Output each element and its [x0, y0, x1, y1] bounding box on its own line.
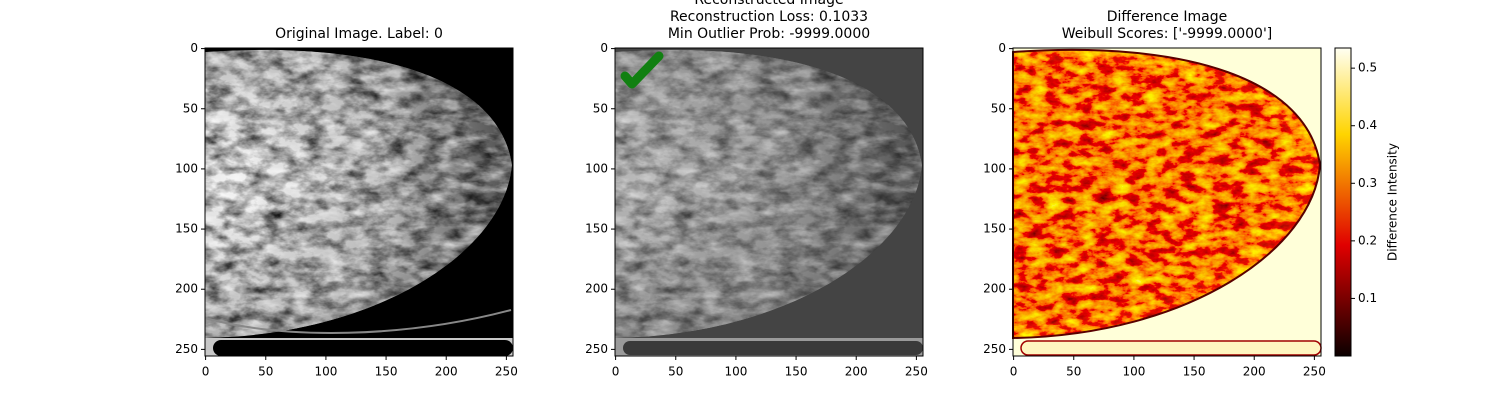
axes-frame	[204, 47, 514, 357]
x-tick-label: 200	[435, 365, 458, 379]
x-tick-label: 150	[785, 365, 808, 379]
x-tick-label: 0	[202, 365, 210, 379]
chart-title: Reconstructed Image	[694, 0, 843, 8]
axes-frame	[1012, 47, 1322, 357]
x-tick-label: 200	[1243, 365, 1266, 379]
colorbar-tick-label: 0.4	[1358, 118, 1377, 132]
x-tick-label: 100	[1122, 365, 1145, 379]
y-tick-label: 50	[183, 101, 198, 115]
chart-title: Weibull Scores: ['-9999.0000']	[1062, 26, 1273, 42]
y-tick-label: 0	[600, 41, 608, 55]
y-tick-label: 200	[585, 282, 608, 296]
axes-frame	[614, 47, 924, 357]
colorbar-tick-label: 0.5	[1358, 61, 1377, 75]
chart-title: Original Image. Label: 0	[275, 26, 443, 42]
x-tick-label: 100	[724, 365, 747, 379]
y-tick-label: 100	[585, 161, 608, 175]
x-tick-label: 50	[258, 365, 273, 379]
colorbar-tick-label: 0.1	[1358, 291, 1377, 305]
y-tick-label: 100	[983, 161, 1006, 175]
x-tick-label: 50	[1066, 365, 1081, 379]
y-tick-label: 250	[175, 342, 198, 356]
y-tick-label: 150	[983, 222, 1006, 236]
x-tick-label: 0	[1010, 365, 1018, 379]
x-tick-label: 100	[314, 365, 337, 379]
x-tick-label: 250	[495, 365, 518, 379]
difference-image	[1012, 48, 1322, 356]
x-tick-label: 200	[845, 365, 868, 379]
y-tick-label: 200	[175, 282, 198, 296]
chart-title: Difference Image	[1107, 9, 1227, 25]
colorbar-tick-label: 0.3	[1358, 176, 1377, 190]
x-tick-label: 0	[612, 365, 620, 379]
x-tick-label: 50	[668, 365, 683, 379]
y-tick-label: 50	[991, 101, 1006, 115]
y-tick-label: 0	[190, 41, 198, 55]
y-tick-label: 250	[585, 342, 608, 356]
chart-title: Min Outlier Prob: -9999.0000	[668, 26, 870, 42]
x-tick-label: 150	[1183, 365, 1206, 379]
x-tick-label: 250	[905, 365, 928, 379]
chart-title: Reconstruction Loss: 0.1033	[670, 9, 868, 25]
colorbar-label: Difference Intensity	[1386, 143, 1400, 261]
check-mark	[620, 51, 664, 89]
y-tick-label: 200	[983, 282, 1006, 296]
original-image	[204, 48, 513, 356]
reconstructed-image	[615, 48, 923, 356]
y-tick-label: 50	[593, 101, 608, 115]
y-tick-label: 150	[585, 222, 608, 236]
x-tick-label: 150	[375, 365, 398, 379]
y-tick-label: 100	[175, 161, 198, 175]
x-tick-label: 250	[1303, 365, 1326, 379]
colorbar-tick-label: 0.2	[1358, 233, 1377, 247]
y-tick-label: 0	[998, 41, 1006, 55]
y-tick-label: 150	[175, 222, 198, 236]
y-tick-label: 250	[983, 342, 1006, 356]
colorbar	[1334, 47, 1352, 357]
